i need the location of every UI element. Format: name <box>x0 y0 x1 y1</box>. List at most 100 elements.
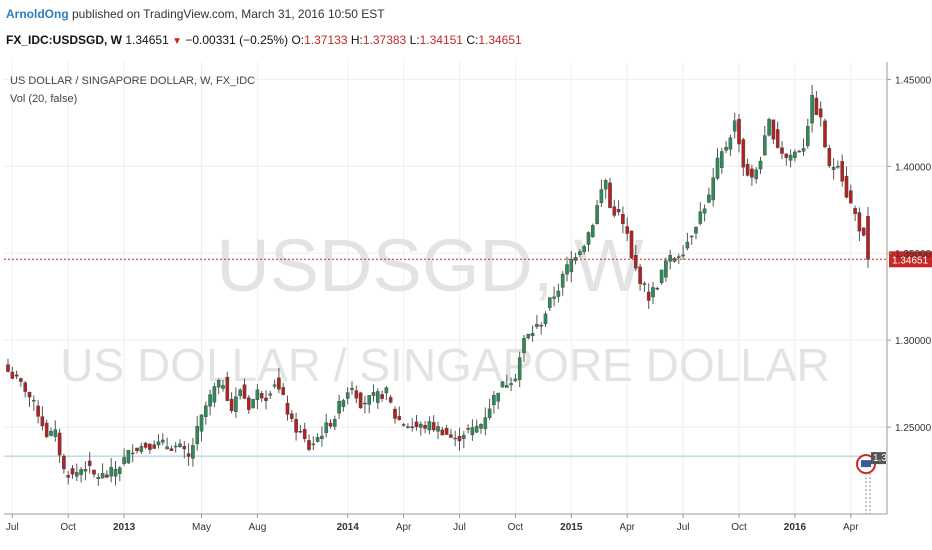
high-value: 1.37383 <box>362 33 407 47</box>
candle <box>139 442 144 455</box>
candle <box>810 84 814 133</box>
candle-body-down <box>105 474 109 478</box>
x-tick-label: Oct <box>60 522 76 533</box>
candle-body-up <box>500 381 505 388</box>
chart-canvas[interactable]: USDSGD, W US DOLLAR / SINGAPORE DOLLAR 1… <box>0 56 932 550</box>
candle-body-up <box>363 402 367 405</box>
candle-body-down <box>840 161 844 182</box>
candle <box>758 156 763 174</box>
candle-body-up <box>173 445 178 448</box>
candle <box>857 207 862 242</box>
candle <box>14 370 19 380</box>
candle-body-up <box>96 477 101 479</box>
low-label: L: <box>409 33 420 47</box>
candle <box>522 334 526 363</box>
x-tick-label: Oct <box>731 522 747 533</box>
candle-body-up <box>255 389 260 400</box>
candle <box>470 419 475 441</box>
candle <box>634 244 638 272</box>
candle <box>763 125 767 156</box>
candle <box>6 358 10 373</box>
candle-body-up <box>758 160 763 170</box>
candle-body-down <box>814 97 819 115</box>
candle <box>513 373 518 382</box>
candle <box>642 281 647 292</box>
candle <box>354 385 359 404</box>
candle-body-down <box>294 419 298 433</box>
candle-body-down <box>775 129 780 148</box>
candle-body-down <box>857 212 862 232</box>
candle-body-up <box>208 394 212 407</box>
candle <box>861 227 866 237</box>
candle-body-down <box>629 230 634 259</box>
chart-grid <box>4 62 887 514</box>
candle-body-down <box>354 390 359 399</box>
candle-body-down <box>797 150 801 153</box>
candle <box>414 414 419 431</box>
candle-body-down <box>853 208 857 215</box>
indicator-label[interactable]: Vol (20, false) <box>10 93 77 105</box>
candle <box>836 160 840 169</box>
candle <box>457 427 462 451</box>
candle <box>771 119 776 145</box>
candle-body-up <box>453 437 458 440</box>
candle-body-down <box>135 447 139 451</box>
candle <box>212 382 217 408</box>
candle-body-up <box>668 254 672 262</box>
candle <box>578 249 582 258</box>
candle <box>659 269 664 285</box>
candle-body-down <box>466 428 470 430</box>
candle <box>203 401 208 425</box>
candle-body-up <box>513 378 518 382</box>
x-tick-label: 2014 <box>337 522 360 533</box>
candle <box>831 157 836 180</box>
candle <box>113 460 118 486</box>
candle-body-up <box>603 180 608 190</box>
candle-body-up <box>595 205 599 224</box>
author-link[interactable]: ArnoldOng <box>6 7 69 21</box>
candle-body-down <box>638 266 642 285</box>
candle-body-up <box>79 469 83 475</box>
candle <box>569 250 574 283</box>
candle-body-down <box>57 432 62 456</box>
candle-body-up <box>234 396 238 412</box>
candle-body-down <box>823 120 827 148</box>
candle-body-up <box>376 391 380 403</box>
candle-body-down <box>849 190 853 204</box>
publish-info: published on TradingView.com, March 31, … <box>72 7 385 21</box>
candle <box>10 366 15 380</box>
symbol-label[interactable]: FX_IDC:USDSGD, W <box>6 33 123 47</box>
candle-body-up <box>49 430 53 436</box>
candle-body-up <box>195 426 200 445</box>
candle <box>625 217 629 242</box>
candle-body-down <box>393 408 397 419</box>
x-tick-label: Jul <box>6 522 19 533</box>
candle-body-down <box>298 430 303 433</box>
candle <box>70 465 75 479</box>
candle <box>775 121 780 149</box>
candle <box>363 396 367 414</box>
candle <box>229 392 234 414</box>
change-value: −0.00331 (−0.25%) <box>185 33 289 47</box>
candle <box>92 469 96 478</box>
candle-body-down <box>616 209 621 213</box>
candle-body-up <box>83 468 88 472</box>
candle <box>479 423 483 434</box>
candle <box>741 137 746 176</box>
candle <box>40 406 45 431</box>
candle-body-up <box>130 452 135 455</box>
event-badge[interactable]: 1.3 <box>856 452 887 514</box>
candle <box>23 381 28 398</box>
candle-body-up <box>806 126 810 146</box>
candle <box>105 470 109 479</box>
candle <box>148 443 152 454</box>
candle-body-down <box>634 255 638 269</box>
candle-body-down <box>242 384 247 399</box>
candle-body-up <box>165 446 169 450</box>
candle <box>406 423 410 429</box>
open-value: 1.37133 <box>304 33 348 47</box>
candle-body-down <box>737 118 741 145</box>
candle-body-up <box>599 189 604 203</box>
candle <box>320 426 324 447</box>
candle-body-up <box>492 395 496 406</box>
